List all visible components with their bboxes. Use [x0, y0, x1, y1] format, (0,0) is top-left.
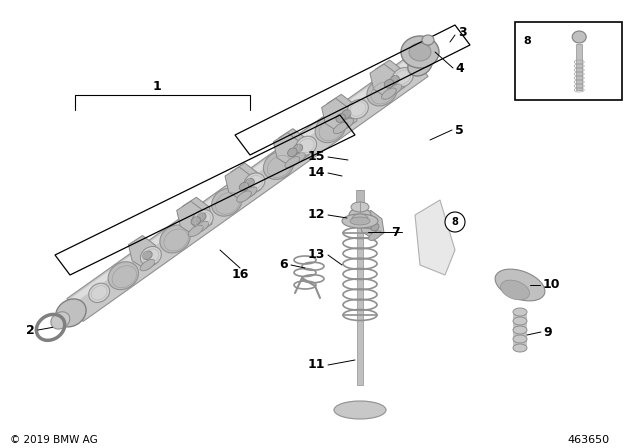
- Text: 8: 8: [452, 217, 458, 227]
- Polygon shape: [279, 129, 308, 163]
- Text: 14: 14: [307, 167, 325, 180]
- Bar: [357, 190, 363, 385]
- Text: 5: 5: [455, 124, 464, 137]
- Ellipse shape: [572, 31, 586, 43]
- Polygon shape: [273, 133, 303, 167]
- Ellipse shape: [108, 262, 138, 290]
- Ellipse shape: [89, 283, 109, 302]
- Text: 11: 11: [307, 358, 325, 371]
- Ellipse shape: [513, 335, 527, 343]
- Ellipse shape: [188, 225, 203, 237]
- Ellipse shape: [293, 144, 303, 153]
- Polygon shape: [177, 201, 207, 236]
- Text: 15: 15: [307, 151, 325, 164]
- Ellipse shape: [387, 84, 402, 95]
- Polygon shape: [129, 236, 158, 270]
- Ellipse shape: [351, 202, 369, 212]
- Ellipse shape: [384, 79, 394, 88]
- Polygon shape: [327, 95, 357, 129]
- Polygon shape: [370, 64, 399, 98]
- Ellipse shape: [244, 173, 265, 192]
- Polygon shape: [67, 54, 428, 321]
- Text: 16: 16: [231, 268, 249, 281]
- Ellipse shape: [349, 208, 371, 222]
- Ellipse shape: [212, 188, 242, 216]
- Ellipse shape: [401, 36, 439, 68]
- Ellipse shape: [191, 217, 200, 225]
- Text: 10: 10: [543, 279, 561, 292]
- Ellipse shape: [237, 191, 252, 202]
- Ellipse shape: [348, 99, 369, 119]
- Text: 463650: 463650: [568, 435, 610, 445]
- Polygon shape: [68, 55, 417, 305]
- Ellipse shape: [56, 299, 86, 327]
- Ellipse shape: [333, 122, 348, 134]
- Ellipse shape: [513, 326, 527, 334]
- Ellipse shape: [513, 317, 527, 325]
- Bar: [576, 44, 582, 90]
- Ellipse shape: [291, 153, 305, 164]
- Polygon shape: [230, 163, 260, 197]
- Polygon shape: [182, 197, 212, 232]
- Circle shape: [445, 212, 465, 232]
- Ellipse shape: [381, 88, 396, 99]
- Ellipse shape: [409, 43, 431, 61]
- Ellipse shape: [285, 157, 300, 168]
- Ellipse shape: [315, 115, 346, 142]
- Text: © 2019 BMW AG: © 2019 BMW AG: [10, 435, 98, 445]
- Text: 3: 3: [458, 26, 467, 39]
- Ellipse shape: [367, 78, 397, 106]
- Ellipse shape: [371, 224, 379, 231]
- Ellipse shape: [334, 401, 386, 419]
- Ellipse shape: [339, 118, 354, 129]
- Ellipse shape: [192, 210, 213, 229]
- Polygon shape: [359, 211, 384, 240]
- Ellipse shape: [352, 214, 368, 224]
- Bar: [356, 190, 364, 205]
- Ellipse shape: [513, 308, 527, 316]
- Ellipse shape: [500, 280, 529, 300]
- Polygon shape: [415, 200, 455, 275]
- Ellipse shape: [243, 187, 257, 198]
- Text: 13: 13: [308, 249, 325, 262]
- Polygon shape: [322, 98, 351, 133]
- Polygon shape: [376, 60, 405, 94]
- Text: 9: 9: [543, 326, 552, 339]
- Ellipse shape: [513, 344, 527, 352]
- Ellipse shape: [239, 182, 249, 191]
- Ellipse shape: [336, 114, 346, 122]
- Ellipse shape: [392, 68, 413, 87]
- Text: 1: 1: [152, 81, 161, 94]
- Ellipse shape: [408, 54, 432, 76]
- Ellipse shape: [140, 246, 161, 266]
- Ellipse shape: [342, 110, 351, 118]
- Ellipse shape: [495, 269, 545, 301]
- Ellipse shape: [296, 136, 317, 155]
- Ellipse shape: [264, 151, 294, 179]
- Ellipse shape: [342, 214, 378, 228]
- Ellipse shape: [194, 221, 209, 233]
- Ellipse shape: [143, 251, 152, 259]
- Text: 2: 2: [26, 323, 35, 336]
- Ellipse shape: [196, 213, 206, 221]
- Text: 4: 4: [455, 61, 464, 74]
- Text: 8: 8: [523, 36, 531, 46]
- Ellipse shape: [245, 178, 254, 187]
- Text: 6: 6: [280, 258, 288, 271]
- Ellipse shape: [422, 35, 434, 45]
- Bar: [515, 22, 622, 100]
- Ellipse shape: [369, 231, 381, 241]
- Ellipse shape: [390, 75, 399, 84]
- Text: 7: 7: [391, 225, 400, 238]
- Ellipse shape: [51, 312, 70, 329]
- Polygon shape: [225, 167, 255, 201]
- Ellipse shape: [140, 259, 155, 271]
- Ellipse shape: [350, 217, 370, 225]
- Ellipse shape: [287, 148, 297, 157]
- Text: 12: 12: [307, 208, 325, 221]
- Ellipse shape: [160, 225, 190, 253]
- Bar: [513, 312, 527, 348]
